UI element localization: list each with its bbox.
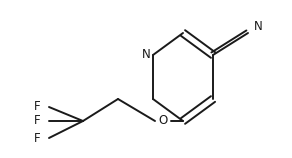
Text: N: N [142, 49, 150, 61]
Text: O: O [158, 115, 168, 128]
Text: F: F [34, 100, 40, 113]
Text: F: F [34, 115, 40, 128]
Text: N: N [254, 21, 263, 33]
Text: F: F [34, 131, 40, 145]
